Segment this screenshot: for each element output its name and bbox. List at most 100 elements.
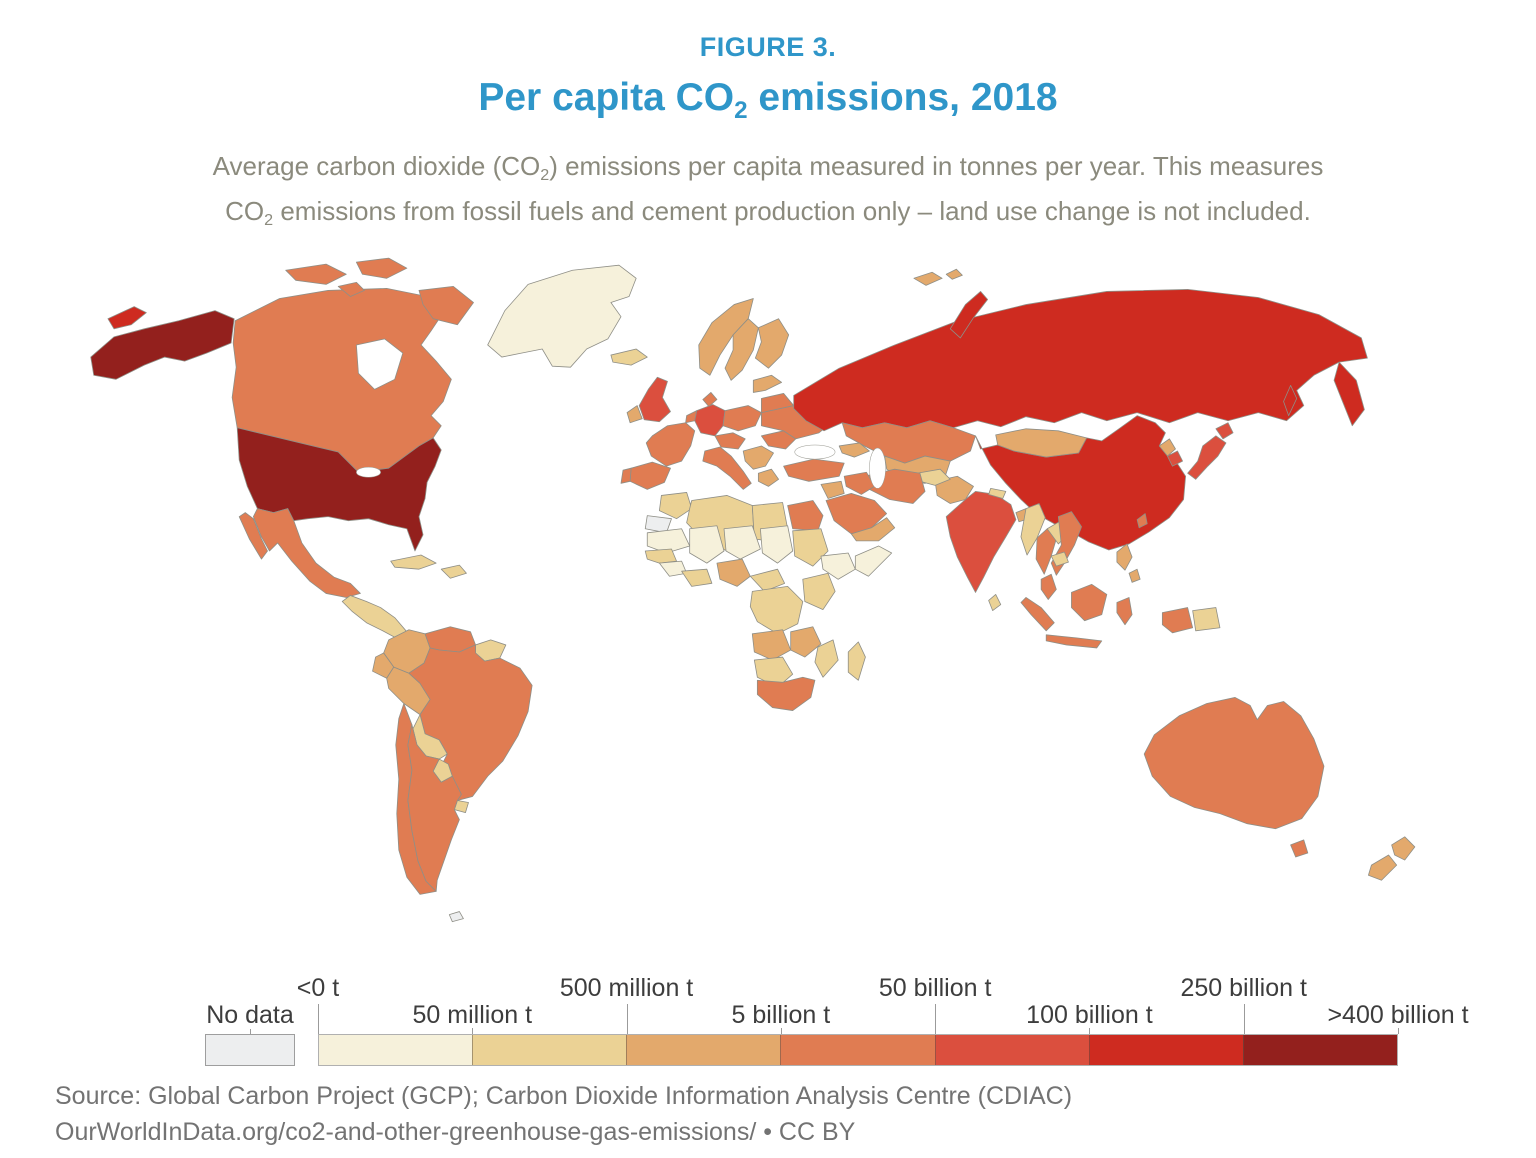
country-spain bbox=[629, 461, 671, 490]
country-papua-new-guinea bbox=[1192, 607, 1221, 632]
country-australia bbox=[1143, 697, 1325, 830]
legend-tick bbox=[472, 1028, 474, 1034]
country-turkey bbox=[783, 458, 845, 482]
country-denmark bbox=[702, 392, 718, 407]
country-argentina bbox=[407, 724, 462, 892]
legend-tick bbox=[318, 1004, 319, 1034]
country-canadian-arctic bbox=[285, 263, 347, 285]
co2-subscript: 2 bbox=[540, 166, 550, 185]
country-germany bbox=[694, 404, 726, 437]
country-drc bbox=[749, 585, 804, 635]
country-indonesia-papua bbox=[1161, 607, 1194, 634]
co2-subscript: 2 bbox=[264, 211, 274, 230]
country-ireland bbox=[626, 405, 643, 424]
country-greece bbox=[757, 468, 779, 487]
country-france bbox=[645, 422, 696, 467]
country-north-korea bbox=[1158, 438, 1176, 457]
chart-subtitle-line2: CO2 emissions from fossil fuels and ceme… bbox=[225, 196, 1311, 230]
country-niger bbox=[723, 525, 761, 560]
country-new-zealand-south bbox=[1367, 854, 1398, 881]
world-map bbox=[90, 257, 1416, 923]
country-sudan bbox=[792, 528, 829, 567]
country-taiwan bbox=[1136, 513, 1148, 529]
legend-tick bbox=[1398, 1028, 1399, 1034]
legend-segment bbox=[319, 1035, 473, 1065]
country-romania bbox=[760, 430, 797, 450]
country-cameroon bbox=[749, 568, 786, 592]
legend-tick-label: 100 billion t bbox=[1026, 1001, 1153, 1029]
country-italy bbox=[702, 446, 752, 490]
legend-segment bbox=[934, 1035, 1089, 1065]
country-indonesia-sulawesi bbox=[1116, 597, 1133, 626]
country-chad bbox=[759, 525, 794, 564]
legend-tick-label: 500 million t bbox=[559, 974, 694, 1002]
country-somalia bbox=[854, 545, 893, 577]
country-mexico-baja bbox=[238, 512, 268, 560]
source-line-1: Source: Global Carbon Project (GCP); Car… bbox=[55, 1082, 1073, 1110]
country-morocco bbox=[658, 492, 693, 520]
legend-tick-label: <0 t bbox=[296, 974, 340, 1002]
country-japan bbox=[1187, 435, 1227, 480]
figure-label: FIGURE 3. bbox=[699, 32, 837, 62]
legend-bar bbox=[318, 1034, 1398, 1066]
country-ivory-ghana bbox=[681, 568, 713, 587]
country-india bbox=[945, 491, 1017, 593]
country-malaysia bbox=[1040, 573, 1057, 600]
country-cuba bbox=[390, 554, 437, 570]
country-kenya-tanzania bbox=[802, 572, 836, 610]
legend-segment bbox=[780, 1035, 935, 1065]
legend: <0 t 50 million t 500 million t 5 billion t… bbox=[297, 974, 1469, 1073]
caspian-sea bbox=[869, 447, 886, 489]
country-kamchatka bbox=[1333, 361, 1365, 427]
legend-tick-label: 50 million t bbox=[412, 1001, 533, 1029]
country-borneo bbox=[1071, 583, 1108, 622]
legend-tick-label: 250 billion t bbox=[1180, 974, 1307, 1002]
legend-tick bbox=[1243, 1004, 1245, 1034]
country-philippines bbox=[1116, 543, 1133, 571]
country-czech-austria bbox=[714, 432, 746, 450]
country-caucasus bbox=[838, 442, 870, 458]
country-sakhalin bbox=[1283, 384, 1298, 417]
country-canadian-arctic bbox=[418, 285, 474, 326]
country-mauritania bbox=[646, 528, 691, 554]
country-zambia-zimbabwe bbox=[790, 626, 822, 658]
country-senegal bbox=[644, 548, 677, 564]
country-central-america bbox=[341, 595, 408, 640]
country-indonesia-sumatra bbox=[1020, 597, 1055, 632]
country-sweden bbox=[724, 318, 759, 381]
country-nigeria bbox=[716, 558, 751, 587]
country-madagascar bbox=[847, 641, 866, 681]
legend-tick-label: 50 billion t bbox=[878, 974, 992, 1002]
legend-segment bbox=[1088, 1035, 1243, 1065]
legend-tick-label: 5 billion t bbox=[731, 1001, 831, 1029]
country-iraq bbox=[843, 471, 875, 495]
legend-tick bbox=[1089, 1028, 1091, 1034]
country-balkans bbox=[742, 445, 774, 470]
legend-segment bbox=[472, 1035, 627, 1065]
country-namibia-botswana bbox=[753, 656, 794, 688]
country-saudi-arabia bbox=[825, 493, 888, 535]
legend-segment bbox=[626, 1035, 781, 1065]
country-angola bbox=[751, 629, 792, 661]
black-sea bbox=[794, 444, 836, 460]
country-new-zealand-north bbox=[1391, 836, 1416, 861]
country-falklands bbox=[448, 911, 464, 923]
country-mongolia bbox=[995, 428, 1088, 458]
legend-tick-label: >400 billion t bbox=[1327, 1001, 1469, 1029]
legend-no-data-swatch bbox=[205, 1034, 295, 1066]
legend-no-data-label: No data bbox=[206, 1001, 294, 1029]
country-canadian-arctic bbox=[355, 257, 408, 279]
country-egypt bbox=[787, 500, 824, 532]
country-greenland bbox=[487, 264, 637, 368]
country-mali bbox=[689, 525, 725, 564]
country-south-korea bbox=[1167, 450, 1183, 467]
chart-title-text-2: emissions, 2018 bbox=[747, 76, 1058, 119]
source-note: Source: Global Carbon Project (GCP); Car… bbox=[55, 1078, 1072, 1150]
country-mexico bbox=[252, 508, 361, 598]
country-russia bbox=[793, 289, 1368, 432]
country-nepal bbox=[988, 487, 1007, 499]
country-canada bbox=[231, 287, 452, 473]
country-indonesia-java bbox=[1045, 634, 1103, 649]
country-yemen-oman bbox=[850, 517, 896, 542]
